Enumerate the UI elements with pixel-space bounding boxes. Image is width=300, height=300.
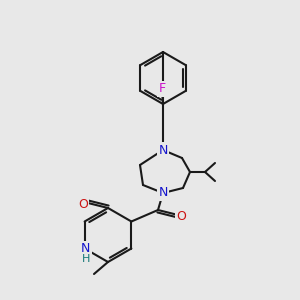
Text: N: N — [158, 143, 168, 157]
Text: N: N — [158, 187, 168, 200]
Text: O: O — [176, 209, 186, 223]
Text: O: O — [78, 197, 88, 211]
Text: H: H — [81, 254, 90, 265]
Text: F: F — [158, 82, 166, 95]
Text: N: N — [81, 242, 90, 255]
